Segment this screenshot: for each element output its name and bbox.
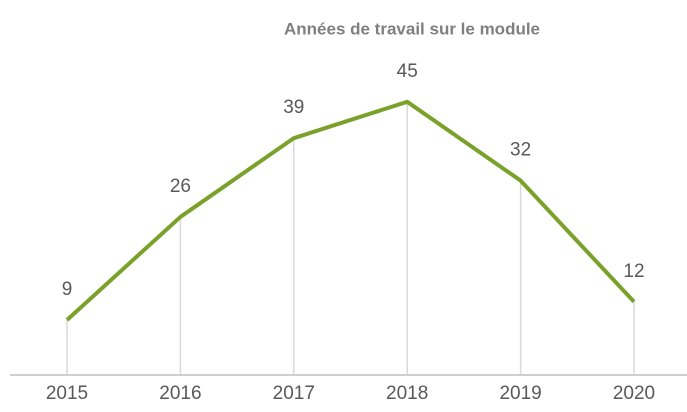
data-line <box>65 99 636 322</box>
data-label: 45 <box>397 61 418 82</box>
data-label: 9 <box>62 279 73 300</box>
data-label: 32 <box>510 140 531 161</box>
x-tick-label: 2017 <box>273 383 315 404</box>
data-label: 39 <box>283 97 304 118</box>
x-tick-label: 2015 <box>46 383 88 404</box>
chart-title: Années de travail sur le module <box>284 19 540 38</box>
x-tick-label: 2019 <box>499 383 541 404</box>
x-tick-label: 2018 <box>386 383 428 404</box>
x-tick-label: 2020 <box>613 383 655 404</box>
data-label: 12 <box>623 261 644 282</box>
data-label: 26 <box>170 176 191 197</box>
x-tick-label: 2016 <box>159 383 201 404</box>
